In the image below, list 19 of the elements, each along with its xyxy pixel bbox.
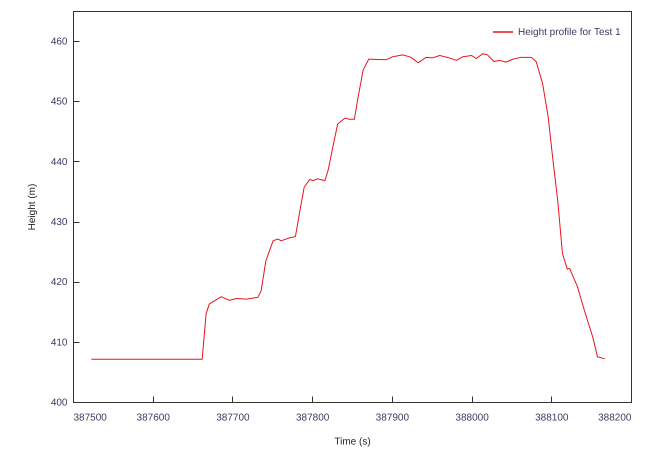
legend-label: Height profile for Test 1 <box>518 27 622 38</box>
x-tick-label: 388200 <box>598 412 632 424</box>
y-tick-label: 440 <box>50 156 68 168</box>
y-tick-label: 450 <box>50 96 68 108</box>
x-tick-label: 387500 <box>74 412 108 424</box>
x-axis-title: Time (s) <box>334 436 371 448</box>
y-tick-label: 430 <box>50 217 68 228</box>
y-tick-label: 410 <box>50 337 68 348</box>
y-tick-label: 400 <box>50 398 68 408</box>
y-tick-label: 460 <box>50 36 68 48</box>
x-tick-label: 387700 <box>216 412 250 424</box>
x-tick-label: 388100 <box>535 412 569 424</box>
y-axis-title: Height (m) <box>26 184 38 230</box>
y-tick-label: 420 <box>50 277 68 288</box>
x-tick-label: 387800 <box>296 412 330 424</box>
x-tick-label: 388000 <box>455 412 490 424</box>
x-tick-label: 387900 <box>376 412 410 424</box>
x-tick-label: 387600 <box>136 412 170 424</box>
line-series <box>90 53 606 360</box>
